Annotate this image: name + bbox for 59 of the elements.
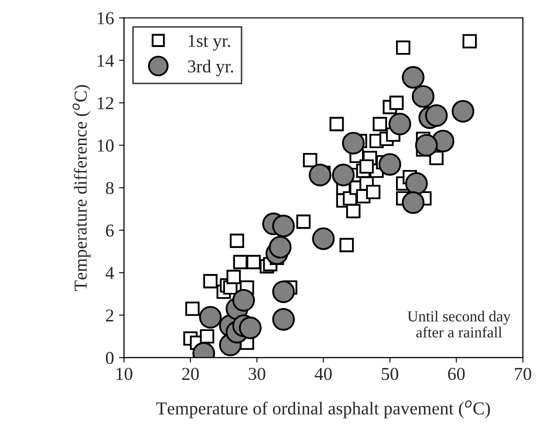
point xyxy=(389,96,404,110)
y-tick-label: 10 xyxy=(98,140,114,152)
point xyxy=(232,288,255,312)
x-tick-label: 30 xyxy=(248,368,266,380)
point xyxy=(366,184,380,200)
x-tick-label: 70 xyxy=(514,368,532,380)
y-tick-label: 6 xyxy=(106,224,114,237)
point xyxy=(296,214,311,229)
point xyxy=(226,270,241,284)
point xyxy=(396,40,410,55)
y-tick-label: 14 xyxy=(98,54,114,67)
y-axis-title: Temperature difference ($^{o}$C) xyxy=(72,85,90,291)
point xyxy=(332,164,355,186)
point xyxy=(268,236,292,259)
x-tick-label: 10 xyxy=(116,368,132,380)
point xyxy=(359,159,374,174)
legend-label: 3rd yr. xyxy=(188,60,234,76)
point xyxy=(233,254,248,270)
x-axis-title: Temperature of ordinal asphalt pavement ($^{o}$C) xyxy=(156,400,490,418)
point xyxy=(203,274,218,288)
point xyxy=(200,329,214,344)
point xyxy=(405,172,428,195)
y-tick-label: 8 xyxy=(106,182,114,194)
point xyxy=(388,112,412,136)
point xyxy=(272,214,295,238)
point xyxy=(415,134,438,157)
annotation: Until second day after a rainfall xyxy=(408,310,511,338)
x-tick-label: 40 xyxy=(314,368,332,380)
point xyxy=(346,204,360,218)
point xyxy=(402,191,424,214)
point xyxy=(185,302,200,316)
point xyxy=(412,85,434,108)
point xyxy=(230,234,244,248)
y-tick-label: 16 xyxy=(98,12,114,24)
point xyxy=(302,152,318,168)
point xyxy=(340,238,354,252)
point xyxy=(462,34,477,48)
point xyxy=(308,164,332,186)
x-tick-label: 20 xyxy=(182,368,199,380)
point xyxy=(425,104,448,127)
point xyxy=(402,66,424,89)
point xyxy=(238,316,262,340)
point xyxy=(312,227,335,250)
point xyxy=(246,254,261,270)
y-tick-label: 12 xyxy=(98,97,114,110)
y-tick-label: 2 xyxy=(106,309,114,322)
point xyxy=(272,308,295,331)
point xyxy=(199,306,222,329)
x-tick-label: 50 xyxy=(382,368,398,380)
point xyxy=(372,116,388,132)
point xyxy=(452,100,474,123)
x-tick-label: 60 xyxy=(448,368,465,380)
point xyxy=(272,280,295,304)
point xyxy=(378,153,402,176)
point xyxy=(330,116,344,132)
y-tick-label: 4 xyxy=(106,267,114,279)
point xyxy=(342,132,365,154)
legend-label: 1st yr. xyxy=(188,34,230,51)
y-tick-label: 0 xyxy=(106,352,114,364)
